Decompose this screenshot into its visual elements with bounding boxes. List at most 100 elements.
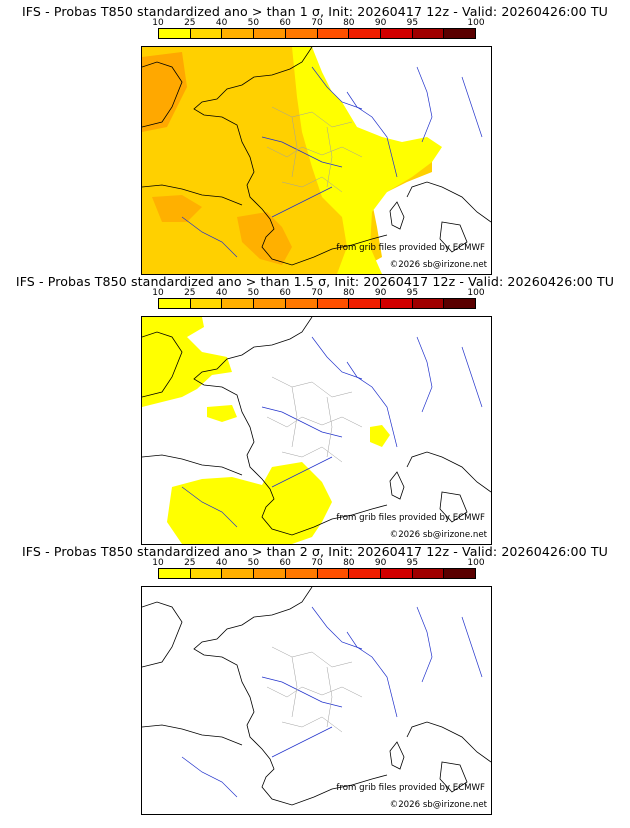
colorbar-tick-label: 80 <box>343 18 355 28</box>
data-credit: from grib files provided by ECMWF <box>336 243 485 253</box>
colorbar-segment <box>190 29 223 38</box>
panel-3: IFS - Probas T850 standardized ano > tha… <box>0 540 630 816</box>
colorbar-labels: 10 25 40 50 60 70 80 90 95 100 <box>152 18 484 28</box>
colorbar-tick-label: 95 <box>406 558 419 568</box>
colorbar-tick-label: 10 <box>152 288 164 298</box>
colorbar-segment <box>159 299 191 308</box>
colorbar <box>158 568 476 579</box>
data-credit: from grib files provided by ECMWF <box>336 513 485 523</box>
colorbar-segment <box>444 299 476 308</box>
colorbar-labels: 10 25 40 50 60 70 80 90 95 100 <box>152 558 484 568</box>
colorbar-tick-label: 50 <box>247 18 260 28</box>
regional-borders <box>266 106 363 193</box>
probability-map: from grib files provided by ECMWF ©2026 … <box>141 586 492 815</box>
colorbar-segment <box>254 569 286 578</box>
colorbar <box>158 28 476 39</box>
colorbar-tick-label: 70 <box>311 18 323 28</box>
colorbar-segment <box>254 299 286 308</box>
map-title: IFS - Probas T850 standardized ano > tha… <box>15 274 615 289</box>
colorbar-segment <box>380 569 413 578</box>
colorbar-segment <box>412 299 445 308</box>
colorbar-tick-label: 95 <box>406 18 419 28</box>
colorbar-segment <box>349 569 381 578</box>
copyright: ©2026 sb@irizone.net <box>389 260 487 270</box>
map-graphic <box>142 317 491 544</box>
colorbar-tick-label: 40 <box>215 288 228 298</box>
colorbar-tick-label: 70 <box>311 288 323 298</box>
copyright: ©2026 sb@irizone.net <box>389 530 487 540</box>
colorbar <box>158 298 476 309</box>
map-title: IFS - Probas T850 standardized ano > tha… <box>21 544 608 559</box>
colorbar-segment <box>159 29 191 38</box>
prob-area-yellow <box>142 317 232 407</box>
colorbar-tick-label: 60 <box>279 18 291 28</box>
colorbar-tick-label: 25 <box>184 558 196 568</box>
colorbar-segment <box>317 29 350 38</box>
map-graphic <box>142 587 491 806</box>
colorbar-tick-label: 90 <box>374 558 387 568</box>
colorbar-tick-label: 10 <box>152 558 164 568</box>
map-graphic <box>142 47 491 274</box>
colorbar-tick-label: 70 <box>311 558 323 568</box>
panel-2: IFS - Probas T850 standardized ano > tha… <box>0 270 630 546</box>
coastlines <box>142 587 491 806</box>
colorbar-tick-label: 25 <box>184 18 196 28</box>
colorbar-tick-label: 80 <box>343 558 355 568</box>
colorbar-segment <box>222 569 255 578</box>
colorbar-tick-label: 60 <box>279 558 291 568</box>
prob-area-yellow-4 <box>207 405 237 422</box>
colorbar-segment <box>380 299 413 308</box>
colorbar-labels: 10 25 40 50 60 70 80 90 95 100 <box>152 288 484 298</box>
probability-map: from grib files provided by ECMWF ©2026 … <box>141 316 492 545</box>
colorbar-tick-label: 40 <box>215 558 228 568</box>
probability-map: from grib files provided by ECMWF ©2026 … <box>141 46 492 275</box>
colorbar-segment <box>285 299 318 308</box>
regional-borders <box>266 376 363 463</box>
colorbar-tick-label: 90 <box>374 288 387 298</box>
colorbar-segment <box>285 569 318 578</box>
colorbar-tick-label: 40 <box>215 18 228 28</box>
prob-area-yellow-3 <box>370 425 390 447</box>
data-credit: from grib files provided by ECMWF <box>336 783 485 793</box>
colorbar-segment <box>444 569 476 578</box>
colorbar-segment <box>380 29 413 38</box>
colorbar-segment <box>317 299 350 308</box>
colorbar-segment <box>317 569 350 578</box>
prob-area-yellow-2 <box>167 462 332 544</box>
coastlines <box>142 317 491 536</box>
colorbar-segment <box>254 29 286 38</box>
colorbar-tick-label: 80 <box>343 288 355 298</box>
colorbar-segment <box>349 299 381 308</box>
rivers <box>181 606 483 798</box>
rivers <box>181 66 483 258</box>
colorbar-segment <box>349 29 381 38</box>
colorbar-tick-label: 60 <box>279 288 291 298</box>
colorbar-segment <box>412 29 445 38</box>
map-title: IFS - Probas T850 standardized ano > tha… <box>21 4 608 19</box>
colorbar-segment <box>412 569 445 578</box>
colorbar-tick-label: 50 <box>247 288 260 298</box>
colorbar-tick-label: 10 <box>152 18 164 28</box>
colorbar-segment <box>222 299 255 308</box>
colorbar-tick-label: 100 <box>467 558 485 568</box>
colorbar-tick-label: 100 <box>467 18 485 28</box>
colorbar-segment <box>159 569 191 578</box>
prob-area-yellow <box>292 47 442 274</box>
panel-1: IFS - Probas T850 standardized ano > tha… <box>0 0 630 276</box>
colorbar-tick-label: 90 <box>374 18 387 28</box>
colorbar-tick-label: 95 <box>406 288 419 298</box>
colorbar-segment <box>285 29 318 38</box>
prob-area-orange-3 <box>152 195 202 222</box>
copyright: ©2026 sb@irizone.net <box>389 800 487 810</box>
colorbar-segment <box>190 299 223 308</box>
regional-borders <box>266 646 363 733</box>
colorbar-segment <box>190 569 223 578</box>
prob-area-orange-2 <box>237 212 292 265</box>
colorbar-segment <box>222 29 255 38</box>
colorbar-tick-label: 50 <box>247 558 260 568</box>
rivers <box>181 336 483 528</box>
colorbar-tick-label: 25 <box>184 288 196 298</box>
coastlines <box>142 47 491 266</box>
colorbar-tick-label: 100 <box>467 288 485 298</box>
colorbar-segment <box>444 29 476 38</box>
